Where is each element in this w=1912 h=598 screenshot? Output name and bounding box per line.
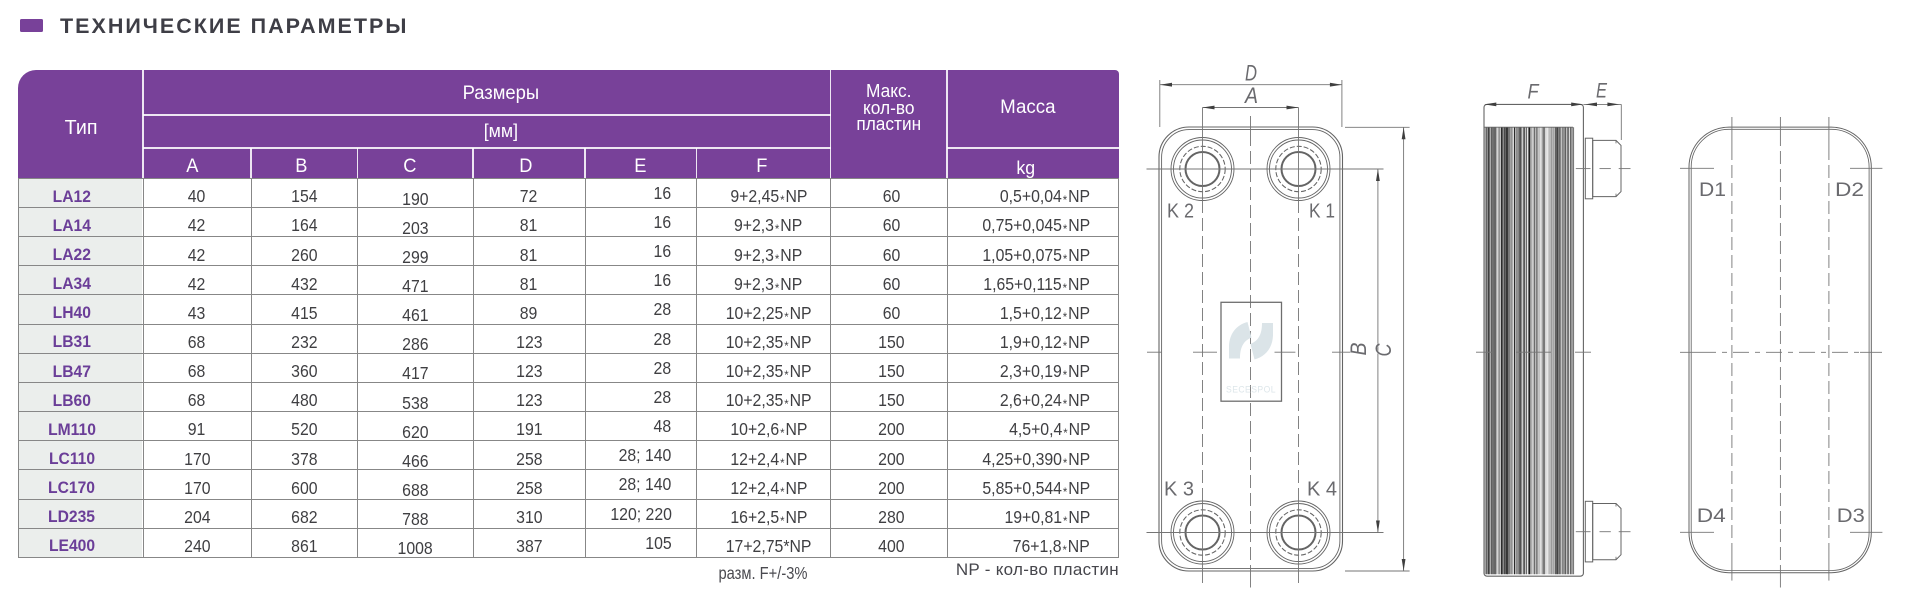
svg-text:K 3: K 3: [1164, 479, 1194, 501]
svg-text:D4: D4: [1697, 505, 1726, 527]
svg-text:D1: D1: [1699, 179, 1726, 201]
svg-text:E: E: [1596, 79, 1608, 102]
svg-text:K 2: K 2: [1167, 201, 1194, 223]
svg-text:K 4: K 4: [1307, 479, 1337, 501]
svg-text:C: C: [1371, 343, 1396, 356]
svg-text:SECESPOL: SECESPOL: [1226, 385, 1276, 396]
svg-text:D2: D2: [1835, 179, 1864, 201]
svg-text:A: A: [1243, 83, 1258, 108]
svg-text:D: D: [1245, 61, 1257, 86]
svg-text:K 1: K 1: [1309, 201, 1335, 223]
svg-text:B: B: [1346, 343, 1371, 356]
svg-text:D3: D3: [1837, 505, 1865, 527]
svg-text:F: F: [1528, 80, 1540, 103]
